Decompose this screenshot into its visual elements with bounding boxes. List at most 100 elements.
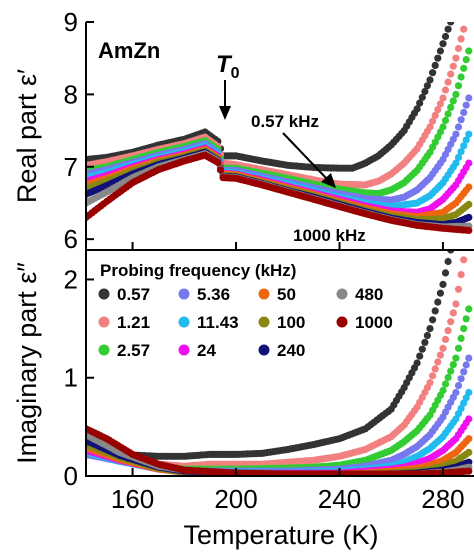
top-point-series-0: [426, 76, 434, 84]
bottom-y-tick-label: 1: [64, 363, 78, 393]
panel-label-amzn: AmZn: [98, 38, 160, 63]
bottom-point-series-3: [462, 361, 470, 369]
top-point-series-0: [423, 82, 431, 90]
x-tick-label: 280: [421, 484, 464, 514]
top-point-series-3: [460, 108, 468, 117]
bottom-point-series-1: [426, 379, 434, 387]
top-y-axis-title: Real part ε′: [12, 69, 42, 203]
bottom-point-series-2: [460, 325, 468, 333]
bottom-point-series-0: [423, 331, 431, 340]
top-point-series-1: [444, 78, 452, 86]
top-point-series-1: [452, 54, 460, 62]
top-point-series-3: [454, 123, 463, 131]
bottom-point-series-2: [441, 380, 450, 388]
bottom-point-series-0: [436, 289, 444, 297]
top-point-series-2: [460, 64, 468, 72]
top-point-series-1: [460, 25, 468, 33]
legend-label: 1.21: [117, 313, 150, 332]
bottom-point-series-0: [413, 359, 421, 367]
frequency-arrow-shaft: [282, 132, 327, 179]
bottom-point-series-2: [444, 373, 452, 382]
bottom-point-series-2: [454, 344, 463, 352]
high-frequency-label: 1000 kHz: [293, 226, 366, 245]
top-point-series-1: [454, 44, 463, 53]
legend-marker: [98, 288, 110, 300]
legend-marker: [258, 288, 270, 300]
bottom-point-series-7: [465, 448, 473, 456]
bottom-point-series-3: [465, 354, 473, 362]
top-point-series-10: [465, 226, 473, 235]
x-tick-label: 240: [318, 484, 361, 514]
top-point-series-3: [457, 116, 465, 124]
top-point-series-2: [452, 90, 460, 98]
legend-marker: [98, 344, 110, 356]
top-point-series-1: [439, 94, 447, 102]
bottom-point-series-0: [418, 345, 426, 353]
top-point-series-2: [457, 73, 465, 81]
t0-arrow-head: [219, 106, 231, 120]
top-point-series-3: [465, 94, 473, 102]
legend-label: 240: [277, 341, 305, 360]
legend-label: 100: [277, 313, 305, 332]
bottom-point-series-2: [447, 367, 455, 375]
legend-marker: [336, 316, 348, 328]
legend-marker: [178, 316, 190, 328]
top-point-series-3: [452, 130, 460, 138]
bottom-point-series-2: [439, 386, 447, 395]
top-point-series-0: [429, 69, 437, 77]
bottom-point-series-1: [447, 318, 455, 326]
bottom-point-series-3: [457, 375, 465, 383]
top-point-series-4: [465, 130, 473, 138]
top-y-tick-label: 7: [64, 152, 78, 182]
top-point-series-2: [444, 110, 452, 118]
bottom-point-series-3: [460, 368, 468, 376]
bottom-point-series-0: [421, 338, 429, 346]
legend-label: 5.36: [197, 285, 230, 304]
bottom-point-series-1: [444, 327, 452, 335]
top-point-series-7: [465, 200, 473, 208]
bottom-point-series-2: [465, 305, 473, 313]
bottom-point-series-0: [429, 316, 437, 324]
top-point-series-10: [216, 166, 225, 174]
top-point-series-0: [421, 87, 429, 96]
frequency-arrow-head: [321, 173, 336, 188]
bottom-point-series-2: [462, 315, 470, 323]
top-point-series-1: [429, 117, 437, 125]
top-point-series-0: [439, 40, 447, 48]
top-point-series-1: [434, 106, 442, 114]
bottom-point-series-1: [454, 285, 463, 293]
top-point-series-4: [454, 153, 463, 161]
bottom-point-series-0: [434, 298, 442, 306]
bottom-point-series-5: [465, 415, 473, 423]
bottom-point-series-2: [452, 354, 460, 362]
bottom-point-series-3: [452, 388, 460, 397]
legend: Probing frequency (kHz) 0.57 1.21 2.57 5.36…: [98, 261, 393, 360]
legend-title: Probing frequency (kHz): [100, 261, 296, 280]
x-tick-label: 160: [111, 484, 154, 514]
bottom-point-series-1: [434, 358, 442, 366]
legend-marker: [178, 344, 190, 356]
top-y-tick-label: 9: [64, 7, 78, 37]
top-point-series-1: [436, 100, 444, 108]
top-point-series-2: [449, 97, 457, 105]
top-point-series-0: [413, 105, 421, 113]
top-point-series-8: [465, 213, 473, 221]
legend-label: 0.57: [117, 285, 150, 304]
bottom-y-tick-label: 2: [64, 264, 78, 294]
legend-marker: [336, 288, 348, 300]
bottom-point-series-1: [439, 344, 447, 352]
legend-label: 50: [277, 285, 296, 304]
top-point-series-4: [457, 148, 465, 156]
legend-marker: [258, 316, 270, 328]
legend-label: 1000: [355, 313, 393, 332]
legend-items: 0.57 1.21 2.57 5.36 11.43 24 50 100 240 480 1000: [98, 285, 393, 360]
bottom-point-series-0: [444, 257, 452, 266]
top-point-series-0: [431, 61, 439, 69]
top-point-series-0: [444, 25, 452, 33]
t0-label-main: T: [216, 51, 233, 78]
bottom-point-series-1: [441, 335, 450, 343]
top-point-series-1: [441, 86, 450, 94]
bottom-point-series-2: [449, 361, 457, 369]
